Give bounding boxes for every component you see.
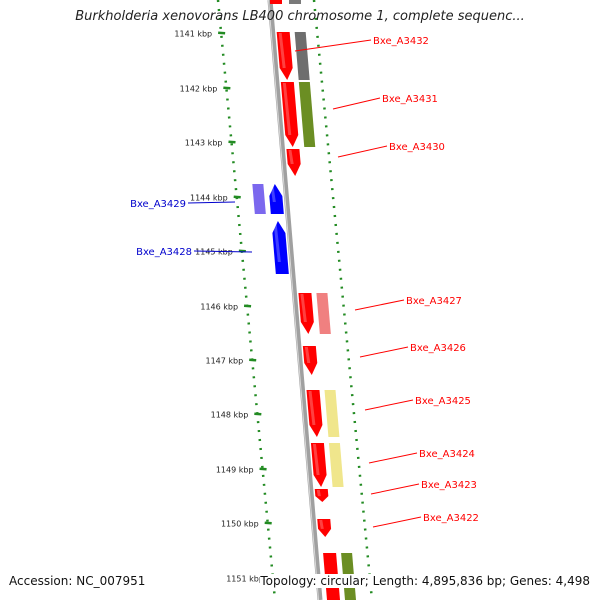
gene-label-leader [359, 346, 409, 358]
ruler-tick [254, 412, 262, 416]
cog-category-bar [324, 390, 340, 437]
sequence-title: Burkholderia xenovorans LB400 chromosome… [75, 9, 525, 24]
gene-arrow-shine [316, 490, 321, 497]
gene-arrow[interactable] [280, 82, 299, 147]
cog-category-bar [316, 293, 331, 334]
ruler-guide-line [216, 0, 277, 600]
cog-category-bar [252, 184, 266, 214]
gene-label-leader [364, 399, 414, 411]
gene-arrow-shine [282, 83, 292, 135]
ruler-tick-label: 1149 kbp [216, 466, 254, 475]
gene-label-leader [354, 299, 405, 311]
ruler-tick [249, 358, 257, 362]
genome-stats-label: Topology: circular; Length: 4,895,836 bp… [260, 574, 590, 588]
ruler-tick [223, 86, 231, 90]
cog-category-bar [298, 82, 316, 147]
ruler-tick [264, 521, 272, 525]
gene-label[interactable]: Bxe_A3427 [406, 296, 462, 307]
accession-label: Accession: NC_007951 [9, 574, 146, 588]
gene-label-leader [294, 39, 372, 52]
cog-category-bar [294, 32, 310, 80]
gene-label[interactable]: Bxe_A3429 [130, 199, 186, 210]
ruler-tick-label: 1150 kbp [221, 520, 259, 529]
ruler-tick-label: 1147 kbp [205, 357, 243, 366]
outer-guide-line [312, 0, 374, 600]
gene-arrow[interactable] [314, 489, 329, 502]
gene-arrow[interactable] [272, 221, 289, 274]
ruler-tick [259, 467, 267, 471]
ruler-tick-label: 1148 kbp [211, 411, 249, 420]
ruler-tick [228, 140, 236, 144]
gene-label[interactable]: Bxe_A3424 [419, 449, 475, 460]
ruler-tick [218, 31, 226, 35]
gene-arrow-partial [270, 0, 282, 4]
ruler-tick [233, 195, 241, 199]
gene-label[interactable]: Bxe_A3425 [415, 396, 471, 407]
cog-category-bar [328, 443, 344, 487]
gene-label-leader [332, 97, 381, 110]
ruler-tick-label: 1142 kbp [180, 85, 218, 94]
gene-arrow-shine [273, 222, 281, 262]
gene-arrow[interactable] [298, 293, 314, 334]
gene-label-leader [337, 145, 388, 158]
gene-label-leader [193, 250, 253, 253]
gene-arrow-shine [319, 520, 324, 529]
gene-arrow-shine [288, 150, 294, 164]
ruler-tick [243, 304, 252, 308]
gene-arrow-shine [308, 391, 316, 425]
gene-arrow-shine [278, 33, 286, 68]
gene-label[interactable]: Bxe_A3430 [389, 142, 445, 153]
ruler-tick-label: 1143 kbp [185, 139, 223, 148]
gene-arrow[interactable] [306, 390, 323, 437]
chromosome-backbone [267, 0, 323, 600]
gene-arrow-shine [304, 347, 311, 363]
gene-label-leader [187, 201, 236, 204]
ruler-tick-label: 1144 kbp [190, 194, 228, 203]
gene-arrow-shine [312, 444, 320, 475]
gene-arrow[interactable] [276, 32, 293, 80]
ruler-tick-label: 1151 kbp [226, 575, 264, 584]
gene-label-leader [370, 483, 420, 495]
ruler-tick-label: 1146 kbp [200, 303, 238, 312]
gene-arrow[interactable] [269, 184, 284, 214]
cog-bar-partial [289, 0, 301, 4]
gene-label[interactable]: Bxe_A3431 [382, 94, 438, 105]
gene-label[interactable]: Bxe_A3423 [421, 480, 477, 491]
gene-arrow-shine [300, 294, 307, 322]
gene-label-leader [372, 516, 422, 528]
gene-label[interactable]: Bxe_A3422 [423, 513, 479, 524]
gene-arrow[interactable] [286, 149, 301, 176]
gene-label[interactable]: Bxe_A3426 [410, 343, 466, 354]
gene-label[interactable]: Bxe_A3428 [136, 247, 192, 258]
gene-label[interactable]: Bxe_A3432 [373, 36, 429, 47]
gene-label-leader [368, 452, 418, 464]
backbone-highlight [268, 0, 319, 600]
gene-arrow[interactable] [310, 443, 327, 487]
gene-arrow-shine [270, 185, 276, 202]
gene-arrow[interactable] [302, 346, 318, 375]
gene-arrow[interactable] [317, 519, 332, 537]
ruler-tick-label: 1141 kbp [174, 30, 212, 39]
ruler-tick-label: 1145 kbp [195, 248, 233, 257]
ruler-tick [238, 249, 246, 253]
